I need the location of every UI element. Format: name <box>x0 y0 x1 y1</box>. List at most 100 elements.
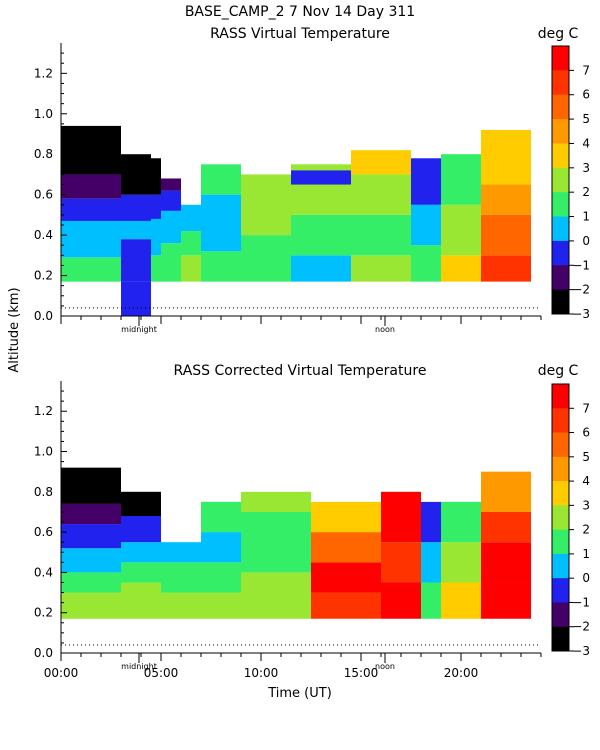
heatmap-cell <box>351 174 411 215</box>
heatmap-cell <box>311 501 381 533</box>
heatmap-cell <box>151 194 161 219</box>
heatmap-cell <box>241 572 311 619</box>
heatmap-cell <box>411 204 441 246</box>
heatmap-cell <box>201 164 241 195</box>
colorbar-tick-label: 1 <box>582 210 590 224</box>
heatmap-cell <box>421 582 441 619</box>
colorbar-tick-label: 7 <box>582 63 590 77</box>
heatmap-cell <box>441 582 481 619</box>
colorbar-tick-label: 2 <box>582 523 590 537</box>
heatmap-cell <box>421 542 441 583</box>
heatmap-cell <box>411 245 441 282</box>
colorbar-swatch <box>552 384 569 409</box>
panel-virtual-temperature: RASS Virtual Temperature deg C 0.0 0.2 0.4… <box>34 26 590 334</box>
heatmap-cell <box>241 174 291 236</box>
heatmap-cell <box>121 562 161 583</box>
midnight-label: midnight <box>121 662 157 671</box>
colorbar-tick-label: −3 <box>572 644 590 658</box>
y-tick-label: 0.4 <box>34 228 53 242</box>
heatmap-cell <box>61 467 121 504</box>
colorbar-swatch <box>552 432 569 458</box>
colorbar-swatch <box>552 265 569 291</box>
colorbar-swatch <box>552 70 569 96</box>
heatmap-cell <box>241 491 311 512</box>
heatmap-cell <box>121 515 161 543</box>
heatmap-cell <box>241 235 291 282</box>
x-tick-label: 05:00 <box>144 666 179 680</box>
colorbar-tick-label: 0 <box>582 571 590 585</box>
colorbar-swatch <box>552 94 569 120</box>
heatmap-cell <box>201 532 241 563</box>
y-tick-label: 1.0 <box>34 107 53 121</box>
colorbar-tick-label: 3 <box>582 161 590 175</box>
heatmap-cell <box>441 154 481 205</box>
heatmap-cell <box>311 532 381 563</box>
heatmap-cell <box>291 214 351 256</box>
heatmap-cell <box>161 542 201 563</box>
heatmap-cell <box>61 198 121 221</box>
heatmap-cell <box>241 511 311 573</box>
heatmap-cell <box>481 255 531 282</box>
y-tick-label: 0.2 <box>34 606 53 620</box>
colorbar-swatch <box>552 553 569 579</box>
heatmap-cell <box>291 255 351 282</box>
colorbar-swatch <box>552 529 569 555</box>
heatmap-cell <box>311 562 381 593</box>
colorbar-tick-label: 3 <box>582 498 590 512</box>
heatmap-cell <box>121 542 161 563</box>
heatmap-cell <box>351 255 411 282</box>
heatmap-cell <box>121 491 161 516</box>
heatmap-cell <box>351 150 411 175</box>
x-tick-label: 00:00 <box>44 666 79 680</box>
heatmap-cell <box>161 190 181 211</box>
heatmap-cell <box>201 501 241 533</box>
noon-label: noon <box>375 325 395 334</box>
colorbar-swatch <box>552 408 569 434</box>
heatmap-cell <box>481 184 531 215</box>
heatmap-cell <box>311 592 381 619</box>
heatmap-cell <box>151 218 161 256</box>
heatmap-cell <box>151 255 161 282</box>
y-tick-label: 1.0 <box>34 445 53 459</box>
heatmap-cell <box>201 562 241 593</box>
x-axis-label: Time (UT) <box>267 686 332 701</box>
heatmap-cell <box>161 562 201 593</box>
colorbar-swatch <box>552 46 569 71</box>
colorbar-tick-label: 6 <box>582 88 590 102</box>
colorbar-swatch <box>552 481 569 506</box>
heatmap-cell <box>61 174 121 199</box>
colorbar-tick-label: 0 <box>582 234 590 248</box>
heatmap-cell <box>61 592 121 619</box>
heatmap-cell <box>381 491 421 543</box>
noon-label: noon <box>375 662 395 671</box>
heatmap-cell <box>421 501 441 543</box>
heatmap-cell <box>161 210 181 244</box>
heatmap-cell <box>481 511 531 543</box>
heatmap-cell <box>181 204 201 232</box>
y-tick-label: 1.2 <box>34 404 53 418</box>
y-tick-label: 0.8 <box>34 147 53 161</box>
heatmap-cell <box>61 220 121 258</box>
heatmap-cell <box>201 592 241 619</box>
heatmap-cell <box>291 170 351 185</box>
colorbar-frame <box>551 45 570 315</box>
heatmap-cell <box>151 158 161 195</box>
heatmap-cell <box>121 281 151 316</box>
y-tick-label: 0.6 <box>34 525 53 539</box>
colorbar-tick-label: −2 <box>572 620 590 634</box>
panel-title: RASS Virtual Temperature <box>210 26 390 42</box>
heatmap-cell <box>201 194 241 252</box>
colorbar-swatch <box>552 192 569 218</box>
colorbar-tick-label: 6 <box>582 426 590 440</box>
colorbar-swatch <box>552 216 569 242</box>
colorbar-swatch <box>552 167 569 193</box>
colorbar-tick-label: 7 <box>582 401 590 415</box>
colorbar-tick-label: −3 <box>572 307 590 321</box>
heatmap-cell <box>161 178 181 191</box>
colorbar-swatch <box>552 289 569 315</box>
colorbar-swatch <box>552 505 569 531</box>
y-tick-label: 0.2 <box>34 269 53 283</box>
colorbar-tick-label: 5 <box>582 450 590 464</box>
panel-corrected-virtual-temperature: RASS Corrected Virtual Temperature deg C… <box>34 363 590 680</box>
